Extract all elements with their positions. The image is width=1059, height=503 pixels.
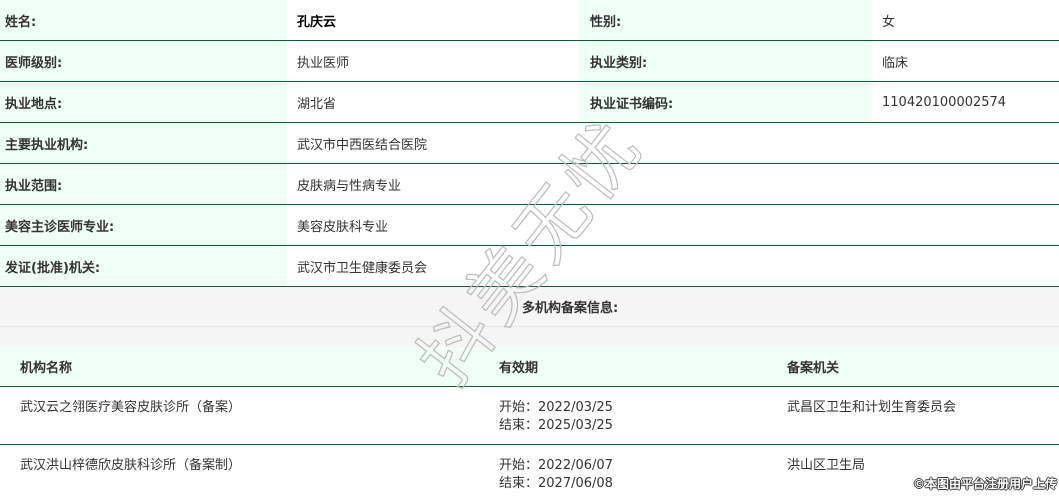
header-authority: 备案机关 — [787, 361, 840, 376]
level-value: 执业医师 — [297, 55, 350, 71]
cert-label: 执业证书编码: — [578, 82, 872, 122]
table-row: 武汉洪山梓德欣皮肤科诊所（备案制） 开始：2022/06/07 结束：2027/0… — [0, 445, 1059, 503]
start-date: 开始：2022/06/07 — [499, 458, 613, 473]
authority: 武昌区卫生和计划生育委员会 — [787, 400, 957, 415]
location-value: 湖北省 — [297, 96, 337, 112]
name-value: 孔庆云 — [297, 14, 337, 30]
table-row: 武汉云之翎医疗美容皮肤诊所（备案） 开始：2022/03/25 结束：2025/0… — [0, 387, 1059, 445]
end-date: 结束：2025/03/25 — [499, 418, 613, 433]
name-label: 姓名: — [0, 0, 287, 40]
upload-credit: ©本图由平台注册用户上传 — [912, 477, 1057, 491]
section-title: 多机构备案信息: — [0, 287, 1059, 327]
gender-value: 女 — [882, 14, 896, 30]
section-gap — [0, 327, 1059, 347]
info-row: 医师级别: 执业医师 执业类别: 临床 — [0, 41, 1059, 82]
specialty-label: 美容主诊医师专业: — [0, 205, 287, 245]
scope-value: 皮肤病与性病专业 — [297, 178, 402, 194]
institution-value: 武汉市中西医结合医院 — [297, 137, 428, 153]
filing-table: 机构名称 有效期 备案机关 武汉云之翎医疗美容皮肤诊所（备案） 开始：2022/… — [0, 347, 1059, 503]
category-label: 执业类别: — [578, 41, 872, 81]
location-label: 执业地点: — [0, 82, 287, 122]
scope-label: 执业范围: — [0, 164, 287, 204]
info-row: 主要执业机构: 武汉市中西医结合医院 — [0, 123, 1059, 164]
cert-value: 110420100002574 — [882, 94, 1007, 110]
specialty-value: 美容皮肤科专业 — [297, 219, 389, 235]
category-value: 临床 — [882, 55, 909, 71]
info-row: 执业范围: 皮肤病与性病专业 — [0, 164, 1059, 205]
authority: 洪山区卫生局 — [787, 458, 866, 473]
issuer-label: 发证(批准)机关: — [0, 246, 287, 286]
table-header: 机构名称 有效期 备案机关 — [0, 347, 1059, 387]
info-row: 美容主诊医师专业: 美容皮肤科专业 — [0, 205, 1059, 246]
issuer-value: 武汉市卫生健康委员会 — [297, 260, 428, 276]
level-label: 医师级别: — [0, 41, 287, 81]
info-row: 发证(批准)机关: 武汉市卫生健康委员会 — [0, 246, 1059, 287]
org-name: 武汉云之翎医疗美容皮肤诊所（备案） — [20, 400, 242, 415]
header-org: 机构名称 — [20, 361, 73, 376]
end-date: 结束：2027/06/08 — [499, 476, 613, 491]
org-name: 武汉洪山梓德欣皮肤科诊所（备案制） — [20, 458, 242, 473]
info-row: 执业地点: 湖北省 执业证书编码: 110420100002574 — [0, 82, 1059, 123]
institution-label: 主要执业机构: — [0, 123, 287, 163]
header-validity: 有效期 — [499, 361, 539, 376]
doctor-info-table: 姓名: 孔庆云 性别: 女 医师级别: 执业医师 执业类别: 临床 执业地点: … — [0, 0, 1059, 287]
info-row: 姓名: 孔庆云 性别: 女 — [0, 0, 1059, 41]
gender-label: 性别: — [578, 0, 872, 40]
start-date: 开始：2022/03/25 — [499, 400, 613, 415]
